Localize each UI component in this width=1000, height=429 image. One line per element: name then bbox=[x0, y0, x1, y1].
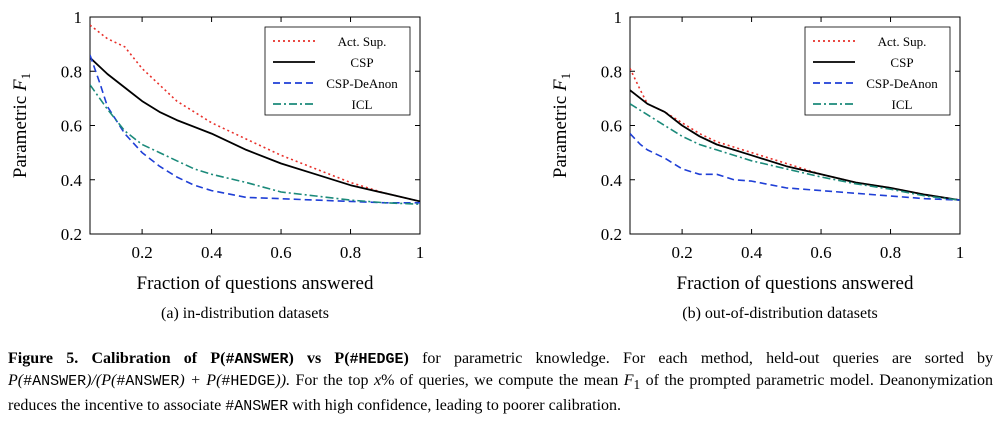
x-tick-label: 0.2 bbox=[671, 243, 692, 262]
subcaption-b: (b) out-of-distribution datasets bbox=[682, 305, 878, 322]
x-tick-label: 0.8 bbox=[880, 243, 901, 262]
caption-label: Figure 5. bbox=[8, 350, 79, 367]
chart-b: 0.2 0.4 0.6 0.8 1 0.2 0.4 0.6 0.8 1 Fraction of qu… bbox=[550, 8, 965, 294]
series-line-icl bbox=[90, 84, 420, 205]
legend: Act. Sup. CSP CSP-DeAnon ICL bbox=[804, 26, 951, 116]
x-axis-label: Fraction of questions answered bbox=[137, 273, 374, 294]
x-tick-label: 0.6 bbox=[270, 243, 291, 262]
legend-label: CSP-DeAnon bbox=[326, 76, 398, 91]
legend-label: CSP bbox=[890, 55, 913, 70]
series-line-csp bbox=[630, 89, 960, 201]
legend-label: CSP bbox=[350, 55, 373, 70]
series-line-csp-deanon bbox=[90, 54, 420, 204]
y-axis-label: Parametric F1 bbox=[550, 73, 573, 178]
y-tick-label: 1 bbox=[74, 8, 83, 27]
subcaption-a: (a) in-distribution datasets bbox=[161, 305, 329, 322]
x-tick-label: 0.2 bbox=[131, 243, 152, 262]
x-tick-label: 0.8 bbox=[340, 243, 361, 262]
y-tick-label: 0.2 bbox=[601, 225, 622, 244]
y-axis-label: Parametric F1 bbox=[10, 73, 33, 178]
x-axis-label: Fraction of questions answered bbox=[677, 273, 914, 294]
x-tick-label: 0.6 bbox=[810, 243, 831, 262]
legend-label: ICL bbox=[892, 97, 913, 112]
series-line-csp bbox=[90, 57, 420, 203]
legend-label: Act. Sup. bbox=[338, 34, 387, 49]
legend-label: ICL bbox=[352, 97, 373, 112]
chart-a: 0.2 0.4 0.6 0.8 1 0.2 0.4 0.6 0.8 1 Fraction of qu… bbox=[10, 8, 425, 294]
legend-label: Act. Sup. bbox=[878, 34, 927, 49]
x-tick-label: 0.4 bbox=[741, 243, 763, 262]
y-tick-label: 0.4 bbox=[61, 171, 83, 190]
y-tick-label: 0.6 bbox=[61, 117, 82, 136]
y-tick-label: 0.8 bbox=[61, 62, 82, 81]
x-tick-label: 1 bbox=[416, 243, 425, 262]
series-line-act-sup bbox=[90, 24, 420, 203]
caption-title: Calibration of P(#ANSWER) vs P(#HEDGE) bbox=[91, 350, 409, 368]
y-tick-label: 0.8 bbox=[601, 62, 622, 81]
series-line-icl bbox=[630, 103, 960, 201]
y-tick-label: 0.6 bbox=[601, 117, 622, 136]
x-tick-label: 0.4 bbox=[201, 243, 223, 262]
y-tick-label: 1 bbox=[614, 8, 623, 27]
x-tick-label: 1 bbox=[956, 243, 965, 262]
series-line-act-sup bbox=[630, 68, 960, 201]
y-tick-label: 0.2 bbox=[61, 225, 82, 244]
figure-caption: Figure 5. Calibration of P(#ANSWER) vs P… bbox=[8, 350, 994, 416]
legend-label: CSP-DeAnon bbox=[866, 76, 938, 91]
legend: Act. Sup. CSP CSP-DeAnon ICL bbox=[264, 26, 411, 116]
y-tick-label: 0.4 bbox=[601, 171, 623, 190]
